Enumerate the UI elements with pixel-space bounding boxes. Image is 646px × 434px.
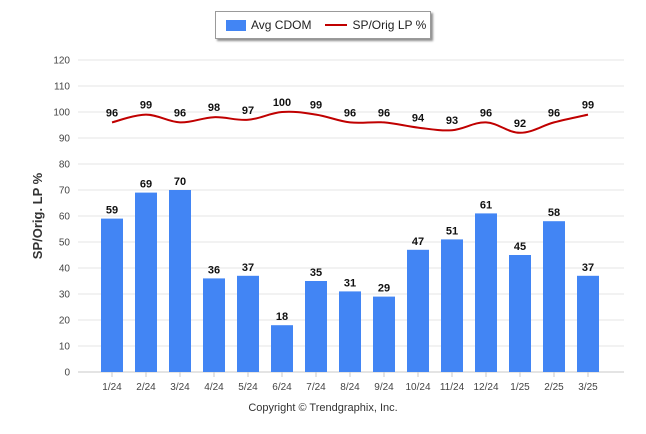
bar-data-label: 36 <box>208 264 220 276</box>
y-tick-label: 40 <box>59 264 71 275</box>
y-tick-label: 120 <box>53 56 70 67</box>
x-tick-label: 3/24 <box>170 382 190 393</box>
legend-label-avg-cdom: Avg CDOM <box>251 18 312 32</box>
bar-data-label: 29 <box>378 283 390 295</box>
line-data-label: 100 <box>273 97 291 109</box>
line-data-label: 96 <box>344 107 356 119</box>
bar-avg-cdom <box>169 190 191 372</box>
bar-avg-cdom <box>101 218 123 372</box>
x-tick-label: 10/24 <box>405 382 430 393</box>
legend-item-sp-orig: SP/Orig LP % <box>325 18 426 32</box>
y-tick-label: 110 <box>54 82 70 93</box>
line-data-label: 92 <box>514 118 526 130</box>
y-tick-label: 20 <box>59 316 71 327</box>
bar-avg-cdom <box>475 213 497 372</box>
bar-avg-cdom <box>203 278 225 372</box>
legend-item-avg-cdom: Avg CDOM <box>226 18 311 32</box>
bar-data-label: 18 <box>276 311 288 323</box>
x-tick-label: 11/24 <box>440 382 465 393</box>
y-tick-label: 80 <box>59 160 71 171</box>
line-data-label: 96 <box>106 107 118 119</box>
y-tick-label: 30 <box>59 290 71 301</box>
x-tick-label: 2/25 <box>544 382 564 393</box>
bar-data-label: 58 <box>548 207 560 219</box>
y-axis-label: SP/Orig. LP % <box>30 172 45 259</box>
bar-data-label: 59 <box>106 205 118 217</box>
x-tick-label: 5/24 <box>238 382 258 393</box>
bar-avg-cdom <box>407 249 429 372</box>
x-tick-label: 1/25 <box>510 382 530 393</box>
line-data-label: 96 <box>378 107 390 119</box>
bar-avg-cdom <box>441 239 463 372</box>
x-tick-label: 8/24 <box>340 382 360 393</box>
legend-label-sp-orig: SP/Orig LP % <box>352 18 427 32</box>
bar-avg-cdom <box>509 255 531 372</box>
bar-avg-cdom <box>543 221 565 372</box>
bar-avg-cdom <box>135 192 157 372</box>
bar-data-label: 69 <box>140 179 152 191</box>
line-data-label: 96 <box>548 107 560 119</box>
bar-avg-cdom <box>237 275 259 372</box>
x-tick-label: 1/24 <box>102 382 122 393</box>
chart-legend: Avg CDOM SP/Orig LP % <box>215 11 431 39</box>
legend-swatch-line <box>325 24 348 26</box>
bar-data-label: 61 <box>480 199 492 211</box>
x-tick-label: 2/24 <box>136 382 156 393</box>
line-data-label: 97 <box>242 105 254 117</box>
line-data-label: 99 <box>310 100 322 112</box>
line-data-label: 96 <box>174 107 186 119</box>
bar-data-label: 45 <box>514 241 526 253</box>
x-tick-label: 3/25 <box>578 382 598 393</box>
bar-data-label: 51 <box>446 225 458 237</box>
copyright-text: Copyright © Trendgraphix, Inc. <box>248 402 398 414</box>
line-sp-orig-lp <box>111 110 589 134</box>
x-tick-label: 4/24 <box>204 382 224 393</box>
y-tick-label: 10 <box>59 342 71 353</box>
y-tick-label: 70 <box>59 186 71 197</box>
legend-swatch-bar <box>226 19 246 31</box>
bar-avg-cdom <box>577 275 599 372</box>
bar-avg-cdom <box>271 325 293 372</box>
bar-data-label: 37 <box>582 262 594 274</box>
line-data-label: 94 <box>412 113 425 125</box>
y-tick-label: 90 <box>59 134 71 145</box>
bar-avg-cdom <box>373 296 395 372</box>
line-data-label: 99 <box>140 100 152 112</box>
y-tick-label: 50 <box>59 238 71 249</box>
bar-data-label: 47 <box>412 236 424 248</box>
y-tick-label: 60 <box>59 212 71 223</box>
bar-avg-cdom <box>305 281 327 372</box>
bar-data-label: 35 <box>310 267 322 279</box>
bar-data-label: 70 <box>174 176 186 188</box>
line-data-label: 99 <box>582 100 594 112</box>
x-tick-label: 6/24 <box>272 382 292 393</box>
y-tick-label: 0 <box>64 368 70 379</box>
line-data-label: 93 <box>446 115 458 127</box>
line-data-label: 98 <box>208 102 220 114</box>
x-tick-label: 12/24 <box>473 382 498 393</box>
x-tick-label: 9/24 <box>374 382 394 393</box>
bar-avg-cdom <box>339 291 361 372</box>
line-data-label: 96 <box>480 107 492 119</box>
bar-data-label: 37 <box>242 262 254 274</box>
x-tick-label: 7/24 <box>306 382 326 393</box>
bar-data-label: 31 <box>344 277 356 289</box>
y-tick-label: 100 <box>53 108 70 119</box>
